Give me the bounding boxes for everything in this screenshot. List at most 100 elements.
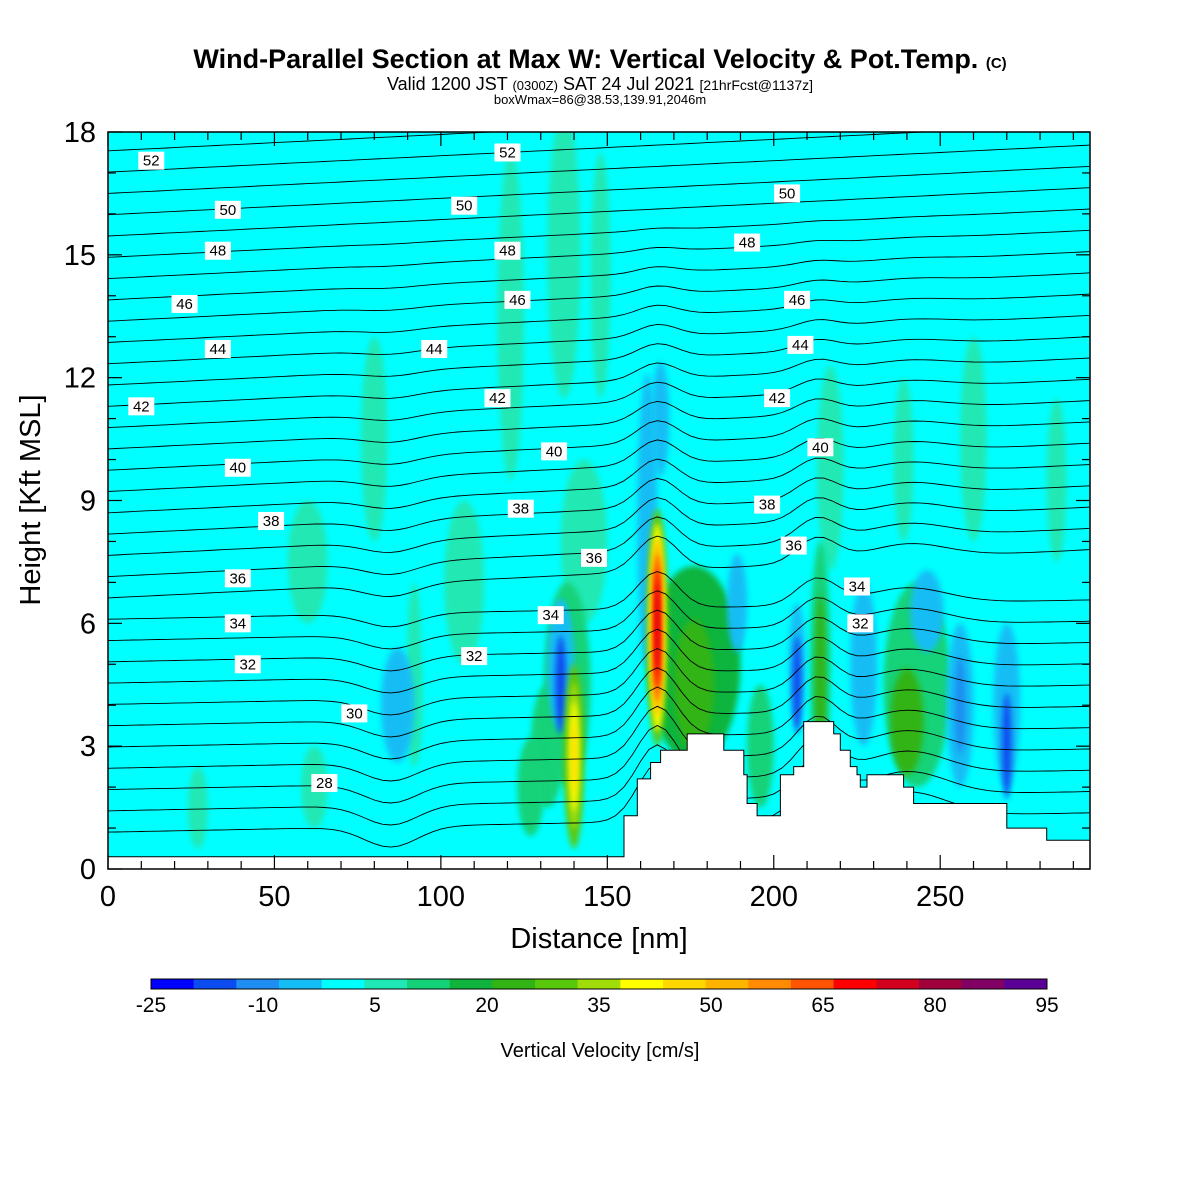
isentrope-line xyxy=(108,357,1090,407)
colorbar-swatch xyxy=(407,979,451,989)
svg-text:42: 42 xyxy=(489,390,506,407)
colorbar-tick-label: 20 xyxy=(475,994,498,1017)
svg-text:50: 50 xyxy=(779,185,796,202)
forecast-info: [21hrFcst@1137z] xyxy=(699,77,813,93)
isentrope-line xyxy=(108,744,1090,826)
velocity-region xyxy=(497,152,525,481)
velocity-region xyxy=(360,336,388,542)
velocity-region xyxy=(651,361,670,476)
theta-label: 40 xyxy=(807,438,834,457)
theta-label: 42 xyxy=(128,397,155,416)
theta-label: 46 xyxy=(784,290,811,309)
theta-label: 38 xyxy=(258,511,285,530)
isentrope-line xyxy=(108,686,1090,760)
isentrope-line xyxy=(108,378,1090,429)
x-tick-label: 50 xyxy=(258,881,290,913)
svg-text:32: 32 xyxy=(852,615,869,632)
chart-subtitle: Valid 1200 JST (0300Z) SAT 24 Jul 2021 [… xyxy=(0,74,1200,95)
svg-text:50: 50 xyxy=(456,198,473,215)
isentrope-line xyxy=(108,251,1090,301)
svg-text:46: 46 xyxy=(176,296,193,313)
velocity-region xyxy=(1046,398,1067,562)
updraft-core xyxy=(571,719,577,794)
isentrope-line xyxy=(108,132,501,152)
theta-label: 32 xyxy=(234,655,261,674)
isentrope-line xyxy=(108,165,1090,216)
svg-text:50: 50 xyxy=(219,202,236,219)
svg-text:40: 40 xyxy=(812,439,829,456)
velocity-region xyxy=(960,336,987,542)
svg-text:48: 48 xyxy=(499,243,516,260)
velocity-region xyxy=(954,656,966,755)
theta-label: 38 xyxy=(507,499,534,518)
colorbar: -25 -10 5 20 35 50 65 80 95 xyxy=(136,978,1059,1017)
colorbar-swatch xyxy=(535,979,579,989)
theta-label: 30 xyxy=(341,704,368,723)
terrain-shape xyxy=(108,721,1090,869)
velocity-region xyxy=(890,668,924,775)
theta-label: 34 xyxy=(537,606,564,625)
velocity-region xyxy=(673,619,714,751)
isentrope-line xyxy=(108,398,1090,450)
svg-text:32: 32 xyxy=(239,656,256,673)
y-tick-label: 12 xyxy=(64,363,96,395)
theta-label: 52 xyxy=(494,143,521,162)
isentrope-line xyxy=(108,314,1090,365)
chart-title: Wind-Parallel Section at Max W: Vertical… xyxy=(0,44,1200,75)
svg-text:46: 46 xyxy=(509,292,526,309)
isentrope-line xyxy=(108,628,1090,694)
velocity-region xyxy=(893,377,914,542)
colorbar-tick-label: 50 xyxy=(699,994,722,1017)
y-tick-label: 15 xyxy=(64,240,96,272)
colorbar-swatch xyxy=(321,979,365,989)
colorbar-swatch xyxy=(833,979,877,989)
y-tick-label: 3 xyxy=(80,731,96,763)
svg-text:34: 34 xyxy=(849,578,866,595)
theta-label: 44 xyxy=(204,340,231,359)
isentrope-line xyxy=(108,437,1090,492)
velocity-region xyxy=(517,737,545,837)
isentrope-line xyxy=(108,667,1090,738)
svg-text:34: 34 xyxy=(542,607,559,624)
isentrope-line xyxy=(108,144,1090,194)
isentrope-line xyxy=(108,187,1090,237)
x-tick-label: 200 xyxy=(750,881,798,913)
colorbar-swatch xyxy=(449,979,493,989)
theta-label: 36 xyxy=(224,569,251,588)
velocity-region xyxy=(817,365,844,571)
velocity-region xyxy=(1002,692,1012,800)
theta-label: 40 xyxy=(541,442,568,461)
velocity-region xyxy=(555,635,567,734)
theta-label: 38 xyxy=(754,495,781,514)
svg-text:38: 38 xyxy=(512,501,529,518)
isentrope-line xyxy=(108,293,1090,343)
colorbar-swatch xyxy=(961,979,1005,989)
x-tick-label: 0 xyxy=(100,881,116,913)
colorbar-swatch xyxy=(279,979,323,989)
isentrope-line xyxy=(108,457,1090,514)
box-wmax-info: boxWmax=86@38.53,139.91,2046m xyxy=(493,92,707,107)
y-tick-label: 6 xyxy=(80,608,96,640)
velocity-region xyxy=(380,647,415,763)
svg-text:44: 44 xyxy=(210,341,227,358)
theta-label: 32 xyxy=(847,614,874,633)
theta-label: 46 xyxy=(171,294,198,313)
x-tick-label: 250 xyxy=(916,881,964,913)
svg-text:46: 46 xyxy=(789,292,806,309)
x-axis-label: Distance [nm] xyxy=(510,923,687,955)
theta-label: 50 xyxy=(774,184,801,203)
isentrope-line xyxy=(108,208,1090,258)
theta-label: 44 xyxy=(787,335,814,354)
theta-label: 40 xyxy=(224,458,251,477)
colorbar-swatch xyxy=(791,979,835,989)
isentrope-line xyxy=(108,705,1090,782)
velocity-region xyxy=(910,570,944,652)
svg-text:38: 38 xyxy=(759,497,776,514)
colorbar-swatch xyxy=(236,979,280,989)
isentrope-line xyxy=(108,571,1090,628)
svg-text:36: 36 xyxy=(785,538,802,555)
copyright-mark: (C) xyxy=(985,55,1007,72)
y-tick-label: 9 xyxy=(80,486,96,518)
theta-label: 36 xyxy=(780,536,807,555)
